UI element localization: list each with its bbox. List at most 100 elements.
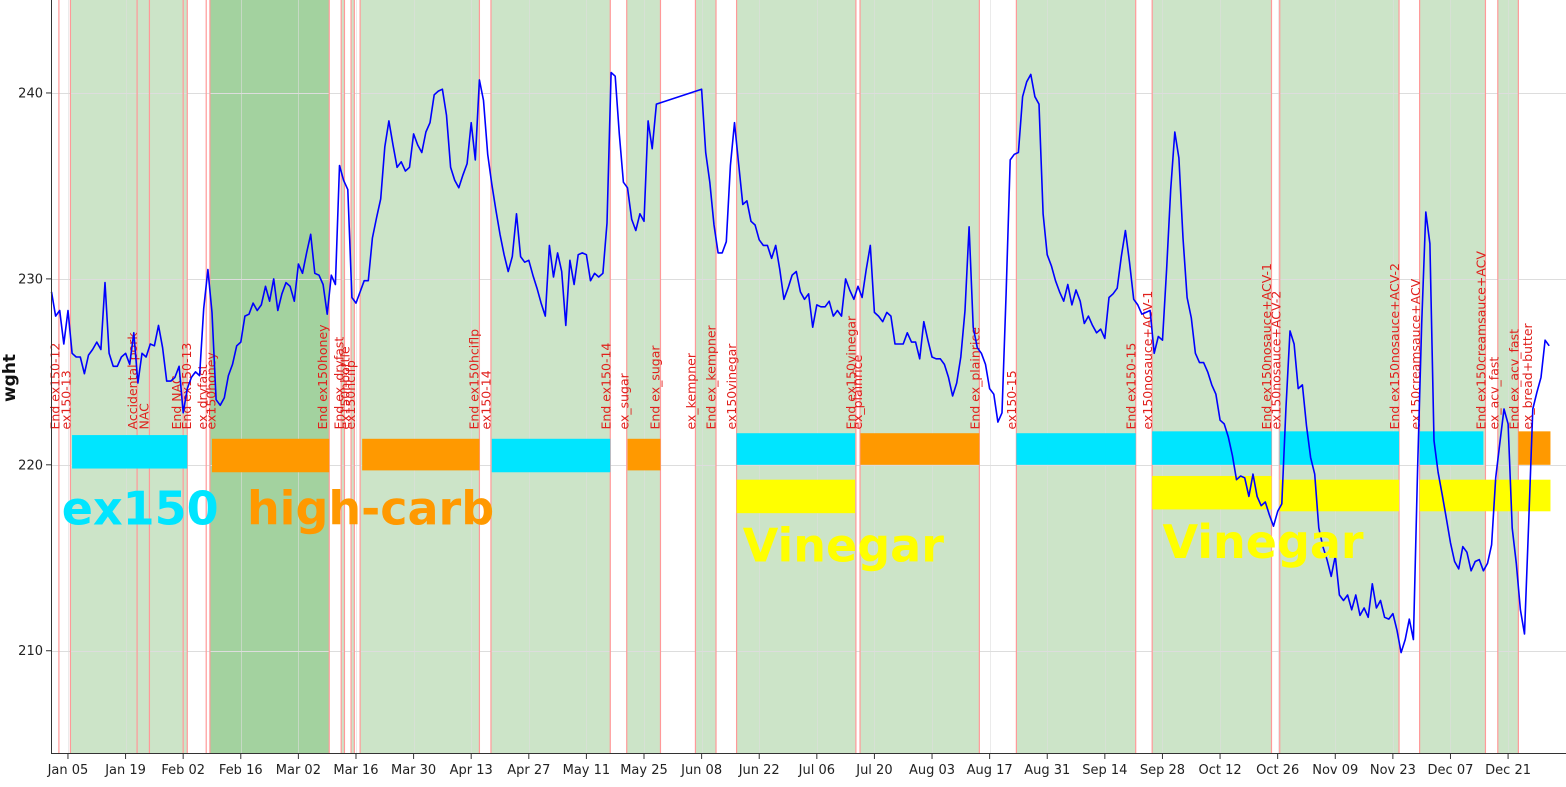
shaded-period-8 (736, 0, 856, 753)
shaded-period-3 (351, 0, 355, 753)
annotation-17: ex_kempner (684, 352, 699, 429)
annotation-19: ex150vinegar (724, 343, 739, 430)
y-tick-label-3: 240 (18, 86, 43, 101)
x-tick-label-25: Dec 21 (1485, 763, 1531, 778)
diet-bar-14 (1279, 479, 1400, 512)
diet-labels: ex150 high-carb Vinegar Vinegar (62, 481, 1364, 572)
x-tick-label-19: Sep 28 (1140, 763, 1185, 778)
shaded-period-9 (860, 0, 980, 753)
grid-lines (51, 0, 1566, 753)
annotation-1: ex150-13 (58, 370, 73, 429)
annotation-23: ex150-15 (1004, 370, 1019, 429)
annotation-32: End ex_acv_fast (1506, 329, 1521, 430)
diet-bar-12 (736, 479, 856, 514)
x-tick-label-18: Sep 14 (1082, 763, 1127, 778)
annotation-16: End ex_sugar (647, 345, 662, 430)
weight-series (50, 71, 1550, 654)
y-tick-label-2: 230 (18, 272, 43, 287)
x-tick-label-17: Aug 31 (1024, 763, 1070, 778)
x-tick-label-10: May 25 (620, 763, 668, 778)
diet-label-3: Vinegar (1162, 515, 1363, 569)
x-tick-label-4: Mar 02 (276, 763, 321, 778)
x-tick-label-22: Nov 09 (1312, 763, 1358, 778)
x-tick-label-0: Jan 05 (47, 763, 89, 778)
diet-bar-4 (627, 438, 661, 471)
axes: wght (0, 0, 1566, 754)
shaded-period-4 (360, 0, 480, 753)
diet-bar-1 (211, 438, 330, 473)
annotation-33: ex_bread+butter (1520, 322, 1535, 429)
annotation-20: End ex150vinegar (844, 315, 859, 430)
x-tick-label-23: Nov 23 (1370, 763, 1416, 778)
shaded-periods (70, 0, 1519, 753)
annotation-8: End ex150honey (315, 324, 330, 430)
diet-bar-5 (736, 433, 856, 465)
diet-label-2: Vinegar (743, 518, 944, 572)
x-tick-label-1: Jan 19 (104, 763, 146, 778)
annotation-12: End ex150hciflp (467, 329, 482, 430)
shaded-period-12 (1279, 0, 1400, 753)
diet-bar-8 (1152, 431, 1272, 465)
annotation-15: ex_sugar (616, 372, 631, 429)
y-tick-label-0: 210 (18, 644, 43, 659)
x-tick-label-8: Apr 27 (507, 763, 550, 778)
x-tick-label-16: Aug 17 (967, 763, 1013, 778)
annotation-22: End ex_plainrice (967, 327, 982, 430)
annotation-26: End ex150nosauce+ACV-1 (1259, 263, 1274, 430)
y-ticks: 210 220 230 240 (18, 86, 51, 659)
annotation-13: ex150-14 (479, 370, 494, 429)
annotation-9: End ex_dryfast (332, 337, 347, 430)
annotation-3: NAC (137, 403, 152, 430)
diet-bar-0 (72, 435, 188, 469)
annotation-24: End ex150-15 (1123, 343, 1138, 430)
annotation-21: ex_plainrice (850, 354, 865, 429)
y-tick-label-1: 220 (18, 458, 43, 473)
y-axis-label: wght (0, 354, 20, 402)
x-tick-label-15: Aug 03 (909, 763, 955, 778)
diet-bar-9 (1279, 431, 1400, 465)
x-tick-label-20: Oct 12 (1198, 763, 1241, 778)
diet-bar-10 (1419, 431, 1484, 465)
diet-label-1: high-carb (247, 481, 494, 535)
event-lines (58, 0, 1519, 753)
diet-bars (72, 431, 1551, 514)
diet-label-0: ex150 (62, 481, 219, 535)
x-tick-label-5: Mar 16 (333, 763, 378, 778)
x-tick-label-14: Jul 20 (855, 763, 892, 778)
diet-bar-3 (491, 438, 611, 473)
annotation-6: ex_dryfast (195, 364, 210, 429)
diet-bar-6 (860, 433, 980, 465)
x-tick-label-21: Oct 26 (1256, 763, 1299, 778)
annotation-4: End NAC (169, 375, 184, 429)
x-tick-label-9: May 11 (563, 763, 611, 778)
x-tick-label-6: Mar 30 (391, 763, 436, 778)
annotation-28: End ex150nosauce+ACV-2 (1387, 263, 1402, 430)
x-tick-label-13: Jul 06 (798, 763, 835, 778)
x-ticks: Jan 05 Jan 19 Feb 02 Feb 16 Mar 02 Mar 16 Mar … (47, 753, 1531, 778)
shaded-period-2 (341, 0, 345, 753)
shaded-period-0 (70, 0, 188, 753)
annotation-14: End ex150-14 (599, 343, 614, 430)
x-tick-label-24: Dec 07 (1428, 763, 1474, 778)
x-tick-label-2: Feb 02 (161, 763, 205, 778)
shaded-period-1 (209, 0, 330, 753)
x-tick-label-12: Jun 22 (738, 763, 780, 778)
diet-bar-7 (1016, 433, 1136, 465)
shaded-period-11 (1152, 0, 1272, 753)
diet-bar-11 (1518, 431, 1551, 465)
shaded-period-10 (1016, 0, 1136, 753)
annotation-30: End ex150creamsauce+ACV (1474, 251, 1489, 430)
annotation-10: ex150nbottle (337, 346, 352, 430)
shaded-period-13 (1419, 0, 1486, 753)
diet-bar-2 (362, 438, 480, 471)
x-tick-label-7: Apr 13 (450, 763, 493, 778)
annotation-31: ex_acv_fast (1486, 357, 1501, 430)
x-tick-label-11: Jun 08 (680, 763, 722, 778)
shaded-period-5 (490, 0, 611, 753)
annotation-27: ex150nosauce+ACV-2 (1269, 291, 1284, 430)
annotation-11: ex150hcifp (343, 360, 358, 429)
weight-line (50, 71, 1550, 654)
